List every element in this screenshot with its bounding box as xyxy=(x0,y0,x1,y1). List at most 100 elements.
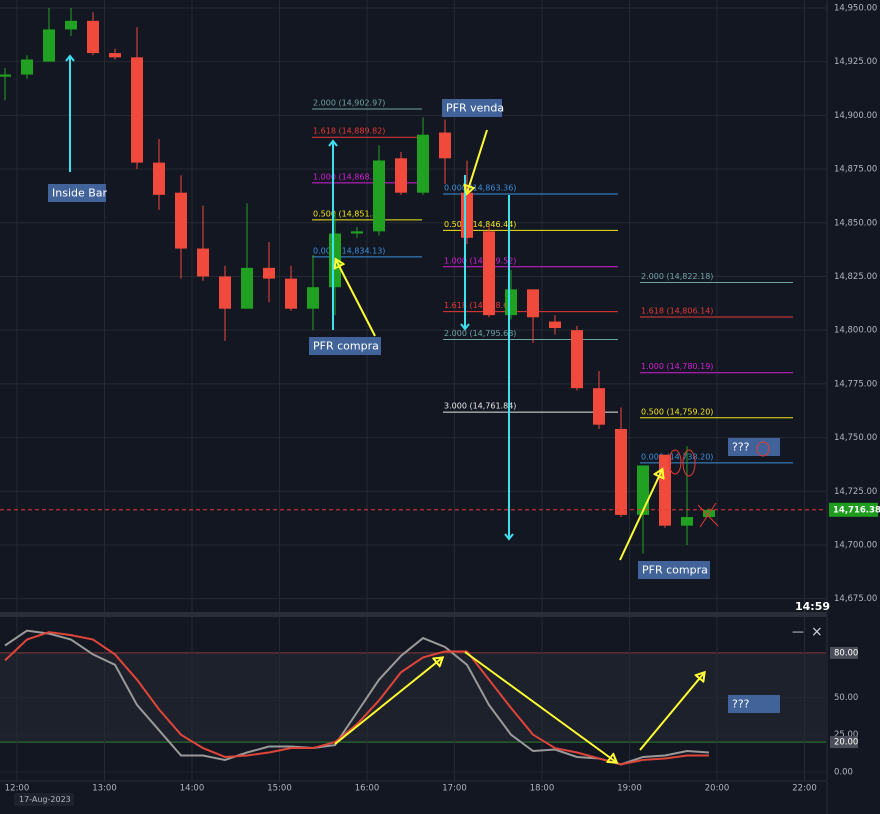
arrow xyxy=(336,260,376,337)
countdown: 14:59 xyxy=(795,600,830,613)
candle-body xyxy=(527,289,539,318)
x-tick-label: 14:00 xyxy=(180,784,205,794)
scribble xyxy=(756,441,770,457)
candle-body xyxy=(593,388,605,425)
y-tick-label: 20.00 xyxy=(834,738,858,748)
last-price-box xyxy=(829,502,878,517)
fib-label: 1.000 (14,829.52) xyxy=(444,256,516,265)
y-tick-label: 14,750.00 xyxy=(834,433,877,443)
y-tick-label: 50.00 xyxy=(834,693,858,703)
y-tick-label: 14,900.00 xyxy=(834,111,877,121)
candle-body xyxy=(329,233,341,288)
minimize-button[interactable]: — xyxy=(792,625,804,639)
annotation-box xyxy=(309,337,381,355)
candle-body xyxy=(351,231,363,234)
y-tick-label: 25.00 xyxy=(834,730,858,740)
candle-body xyxy=(395,158,407,193)
arrow xyxy=(467,129,488,193)
candle-body xyxy=(681,517,693,526)
candle-body xyxy=(285,278,297,309)
y-tick-label: 14,725.00 xyxy=(834,487,877,497)
candle-body xyxy=(263,267,275,279)
annotation-box xyxy=(638,561,710,579)
candle-body xyxy=(483,231,495,316)
annotation-text: PFR venda xyxy=(446,102,504,115)
scribble xyxy=(697,502,719,528)
close-button[interactable]: × xyxy=(811,624,823,640)
x-tick-label: 15:00 xyxy=(267,784,292,794)
date-label: 17-Aug-2023 xyxy=(19,795,71,804)
fib-label: 1.618 (14,806.14) xyxy=(641,306,713,315)
x-tick-label: 22:00 xyxy=(792,784,817,794)
y-tick-label: 80.00 xyxy=(834,648,858,658)
fib-label: 2.000 (14,795.68) xyxy=(444,329,516,338)
candle-body xyxy=(109,53,121,58)
y-tick-label: 0.00 xyxy=(834,767,853,777)
fib-label: 3.000 (14,761.84) xyxy=(444,402,516,411)
y-tick-label: 14,925.00 xyxy=(834,57,877,67)
x-tick-label: 18:00 xyxy=(530,784,555,794)
tick-highlight xyxy=(830,646,858,659)
arrow xyxy=(464,651,616,762)
oscillator-line xyxy=(4,631,709,766)
y-tick-label: 14,700.00 xyxy=(834,540,877,550)
arrow xyxy=(334,658,442,745)
candle-body xyxy=(417,134,429,193)
x-tick-label: 19:00 xyxy=(617,784,642,794)
candle-body xyxy=(571,330,583,389)
x-tick-label: 17:00 xyxy=(442,784,467,794)
scribbles xyxy=(668,441,770,528)
arrows xyxy=(65,54,704,762)
candle-body xyxy=(373,160,385,232)
panel-separator xyxy=(0,612,826,617)
annotation-text: PFR compra xyxy=(642,564,708,577)
scribble xyxy=(682,449,696,477)
fib-label: 0.500 (14,759.20) xyxy=(641,407,713,416)
fib-label: 0.500 (14,851.34) xyxy=(313,209,385,218)
y-tick-label: 14,775.00 xyxy=(834,379,877,389)
candle-body xyxy=(637,465,649,515)
fib-label: 0.000 (14,863.36) xyxy=(444,184,516,193)
y-tick-label: 14,825.00 xyxy=(834,272,877,282)
candle-body xyxy=(0,74,11,77)
candle-body xyxy=(307,287,319,309)
candle-body xyxy=(549,321,561,329)
fib-label: 1.618 (14,808.61) xyxy=(444,301,516,310)
fib-label: 2.000 (14,822.18) xyxy=(641,272,713,281)
scribble xyxy=(668,449,682,475)
candle-body xyxy=(197,248,209,277)
annotation-text: ??? xyxy=(732,698,750,711)
last-price-label: 14,716.38 xyxy=(833,505,880,515)
annotation-text: Inside Bar xyxy=(52,187,108,200)
candle-body xyxy=(21,59,33,75)
annotation-box xyxy=(728,438,780,456)
y-tick-label: 14,875.00 xyxy=(834,165,877,175)
candle-body xyxy=(65,20,77,30)
candle-body xyxy=(219,276,231,309)
fib-label: 0.000 (14,738.20) xyxy=(641,452,713,461)
candle-body xyxy=(439,132,451,159)
x-tick-label: 13:00 xyxy=(92,784,117,794)
y-tick-label: 14,950.00 xyxy=(834,3,877,13)
candle-body xyxy=(241,267,253,309)
candle-body xyxy=(87,20,99,54)
fib-label: 1.000 (14,780.19) xyxy=(641,362,713,371)
annotation-text: PFR compra xyxy=(313,340,379,353)
arrow xyxy=(639,673,704,751)
y-tick-label: 14,800.00 xyxy=(834,326,877,336)
oscillator-line xyxy=(4,629,710,766)
y-tick-label: 14,675.00 xyxy=(834,594,877,604)
date-box xyxy=(14,793,74,806)
x-tick-label: 12:00 xyxy=(5,784,30,794)
x-tick-label: 20:00 xyxy=(705,784,730,794)
candle-body xyxy=(461,192,473,238)
fib-label: 0.000 (14,834.13) xyxy=(313,246,385,255)
fib-label: 0.500 (14,846.44) xyxy=(444,220,516,229)
y-tick-label: 14,850.00 xyxy=(834,218,877,228)
fib-label: 2.000 (14,902.97) xyxy=(313,98,385,107)
arrow xyxy=(619,470,662,561)
candle-body xyxy=(153,162,165,195)
x-tick-label: 16:00 xyxy=(355,784,380,794)
candle-body xyxy=(131,57,143,163)
